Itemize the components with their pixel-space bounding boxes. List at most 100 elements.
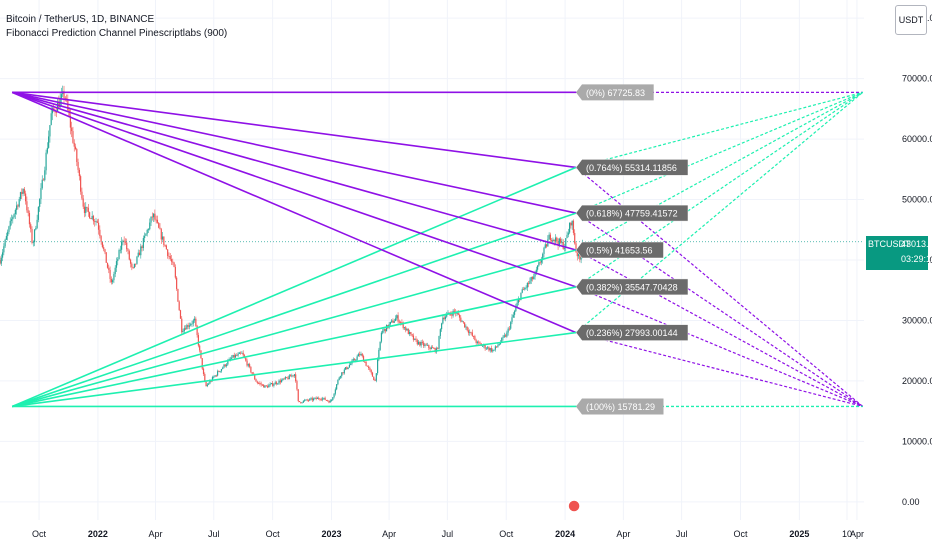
candle-body [68,109,70,116]
candle-body [174,266,176,278]
candle-body [355,359,357,361]
candle-body [497,345,499,347]
candle-body [256,381,258,383]
candle-body [128,251,130,260]
y-tick-label: 60000.00 [902,134,932,144]
fib-line-from-high [12,91,577,169]
event-marker-icon [567,499,581,513]
candle-body [28,213,31,225]
candle-body [129,259,132,264]
candle-body [136,256,138,264]
candle-body [71,127,73,132]
candle-body [302,400,304,403]
candle-body [484,344,486,349]
candle-body [191,323,193,325]
candle-body [348,364,351,368]
candle-body [104,249,106,253]
candle-body [291,375,293,377]
candle-body [325,399,327,401]
candle-body [126,242,128,250]
candle-body [456,312,458,314]
candle-body [142,238,144,249]
candle-body [224,364,226,367]
x-tick-label: Oct [266,529,281,539]
fib-line-from-high [11,91,577,334]
candle-body [105,252,107,263]
candle-body [266,386,269,388]
candle-body [35,227,37,230]
candle-body [327,400,329,402]
candle-body [42,179,45,181]
symbol-title: Bitcoin / TetherUS, 1D, BINANCE [6,14,155,25]
candle-body [396,315,398,319]
candle-body [565,238,567,248]
candle-body [0,260,1,264]
candle-body [115,261,118,268]
candle-body [19,192,22,200]
candle-body [240,352,242,354]
candle-body [199,345,201,351]
candle-body [548,234,550,240]
candle-body [179,310,182,319]
candle-body [405,327,407,331]
candle-body [332,397,334,401]
candle-body [13,214,15,218]
candle-body [96,221,98,223]
candle-body [316,397,319,399]
candle-body [374,380,376,381]
candle-body [554,237,557,242]
candle-body [153,213,155,218]
candle-body [201,358,203,369]
candle-body [37,206,39,220]
candle-body [557,241,559,246]
candle-body [26,201,28,211]
candle-body [353,359,356,361]
candle-body [9,220,11,227]
fib-projection-to-high [575,91,864,251]
candle-body [18,199,20,207]
y-tick-label: 0.00 [902,497,920,507]
currency-button[interactable]: USDT [895,5,927,35]
candle-body [420,341,422,346]
candle-body [60,94,63,99]
fib-line-from-high [11,91,577,251]
candle-body [538,262,540,266]
candle-body [186,325,188,330]
candle-body [10,219,13,221]
fib-label: (0.382%) 35547.70428 [575,278,689,296]
candle-body [539,262,541,264]
candle-body [169,256,171,260]
candle-body [229,358,231,360]
candle-body [493,349,495,351]
candle-body [195,318,197,326]
candle-body [210,380,212,382]
candle-body [567,232,569,235]
candle-body [543,247,545,254]
candle-body [264,385,266,388]
candle-body [324,397,326,400]
candle-body [3,246,5,253]
candle-body [400,322,402,323]
candle-body [496,346,498,348]
candle-body [122,240,124,242]
candle-body [380,332,383,342]
candle-body [181,318,183,333]
candle-body [421,341,423,343]
candle-body [375,373,377,381]
candle-body [76,149,78,163]
candle-body [168,255,170,257]
candle-body [315,397,317,399]
candle-body [242,352,244,356]
candle-body [426,344,429,346]
fib-label: (100%) 15781.29 [576,398,664,415]
candle-body [283,378,285,380]
candle-body [441,323,443,330]
candle-body [141,246,143,249]
candle-body [22,188,24,194]
candle-body [383,328,385,331]
candle-body [278,380,280,384]
fib-line-from-low [11,212,577,408]
fib-projection-to-low [575,249,864,407]
fib-label-bg [576,84,654,101]
